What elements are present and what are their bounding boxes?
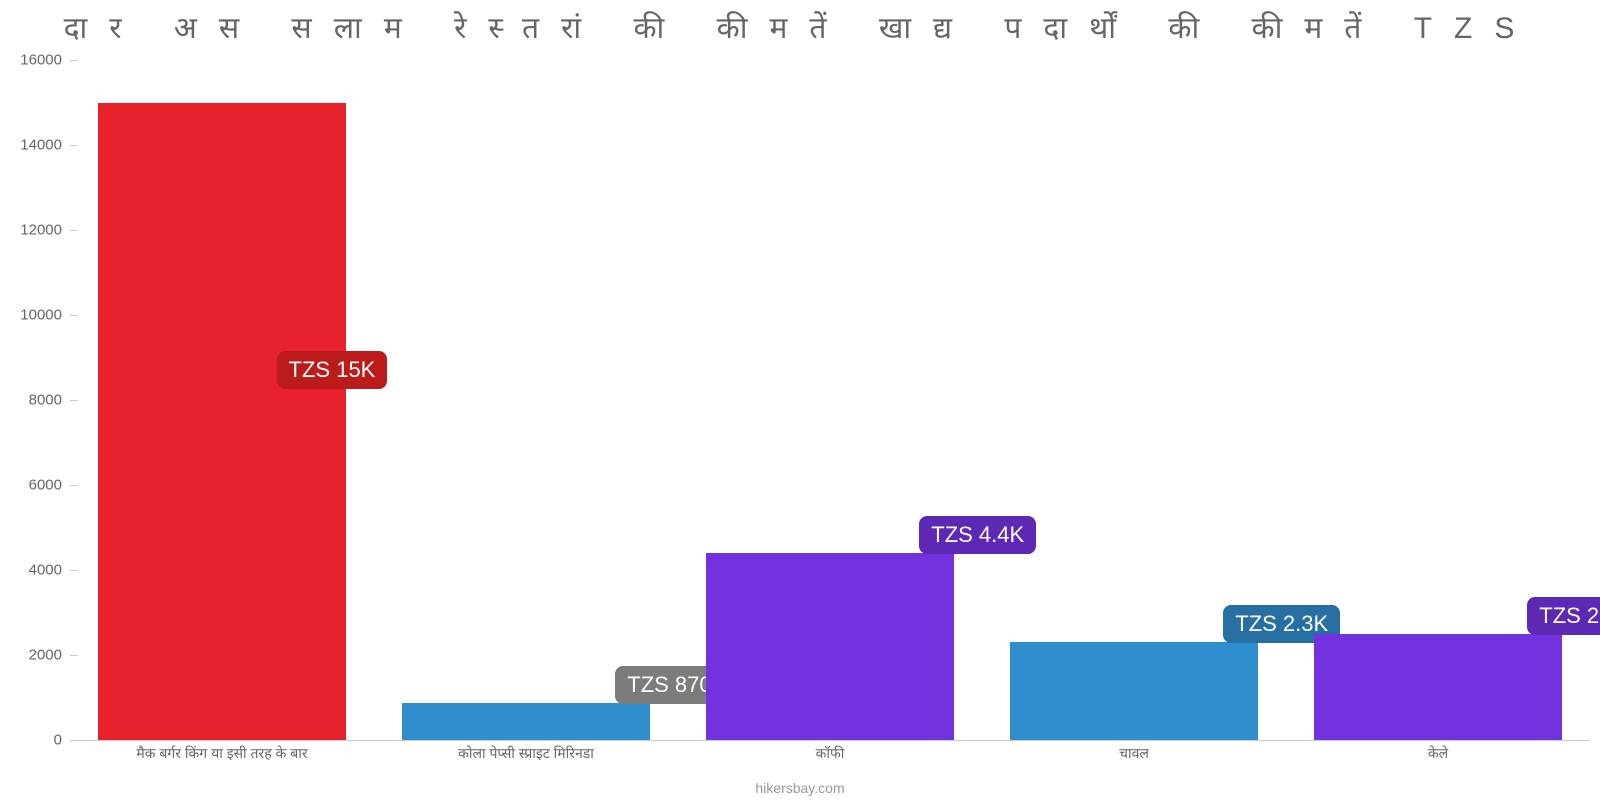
x-tick-label: केले [1428,744,1448,763]
bar-fill [706,553,954,740]
bar-fill [1010,642,1258,740]
chart-credit: hikersbay.com [0,780,1600,796]
y-tick-label: 10000 [0,307,62,324]
chart-title: दार अस सलाम रेस्तरां की कीमतें खाद्य पदा… [0,6,1600,47]
y-tick-label: 4000 [0,562,62,579]
y-axis: 0200040006000800010000120001400016000 [0,60,68,740]
plot-area: TZS 15KTZS 870TZS 4.4KTZS 2.3KTZS 2.5K [70,60,1590,740]
x-axis-baseline [70,740,1590,741]
y-tick-label: 0 [0,732,62,749]
bar-fill [98,103,346,741]
bar-value-label: TZS 2.5K [1527,597,1600,635]
chart-container: दार अस सलाम रेस्तरां की कीमतें खाद्य पदा… [0,0,1600,800]
y-tick-label: 14000 [0,137,62,154]
bar-fill [402,703,650,740]
bar [1010,642,1258,740]
bar-fill [1314,634,1562,740]
bar [706,553,954,740]
y-tick-label: 2000 [0,647,62,664]
bar [1314,634,1562,740]
y-tick-label: 8000 [0,392,62,409]
y-tick-label: 6000 [0,477,62,494]
bar [402,703,650,740]
x-tick-label: चावल [1119,744,1149,763]
x-tick-label: कोला पेप्सी स्प्राइट मिरिनडा [458,744,594,763]
bar [98,103,346,741]
x-tick-label: कॉफी [816,744,845,763]
x-tick-label: मैक बर्गर किंग या इसी तरह के बार [136,744,307,763]
x-axis-labels: मैक बर्गर किंग या इसी तरह के बार कोला पेप… [70,744,1590,764]
bar-value-label: TZS 4.4K [919,516,1036,554]
y-tick-label: 16000 [0,52,62,69]
y-tick-label: 12000 [0,222,62,239]
bar-value-label: TZS 15K [277,351,388,389]
